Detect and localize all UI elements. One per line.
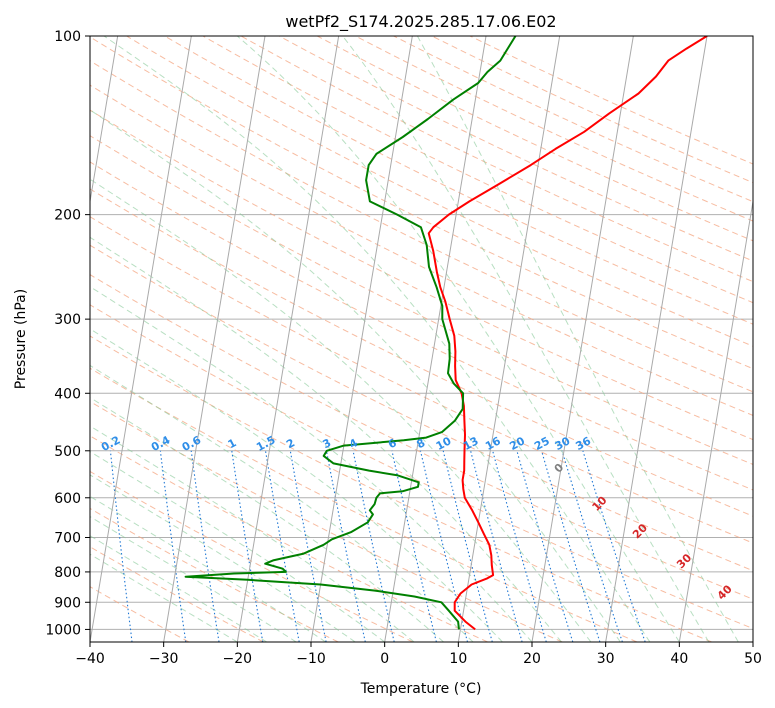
x-axis-label: Temperature (°C) xyxy=(360,681,482,697)
mixing-ratio-line xyxy=(442,450,493,642)
y-tick-label: 300 xyxy=(54,312,81,328)
y-tick-label: 700 xyxy=(54,531,81,547)
x-tick-label: −40 xyxy=(75,651,105,667)
y-axis: 100 200 300 400 500 600 700 800 900 1000 xyxy=(45,29,90,638)
isotherm-line xyxy=(163,36,266,642)
dry-adiabat-line xyxy=(431,36,753,184)
dewpoint-profile-line xyxy=(184,36,517,630)
mixing-ratio-line xyxy=(391,450,437,642)
y-axis-label: Pressure (hPa) xyxy=(13,289,29,389)
mixing-ratio-line xyxy=(470,450,523,642)
mixing-ratio-line xyxy=(516,450,574,642)
dry-adiabat-line xyxy=(90,470,414,642)
mixing-ratio-label: 36 xyxy=(573,434,593,453)
mixing-ratio-lines xyxy=(109,450,646,642)
isotherm-line xyxy=(236,36,340,642)
y-tick-label: 900 xyxy=(54,595,81,611)
mixing-ratio-line xyxy=(231,450,264,642)
mixing-ratio-line xyxy=(264,450,300,642)
mixing-ratio-line xyxy=(325,450,366,642)
y-tick-label: 100 xyxy=(54,29,81,45)
isotherm-gridlines xyxy=(90,36,753,642)
dry-adiabat-line xyxy=(469,36,753,165)
dry-adiabat-line xyxy=(90,135,753,465)
y-tick-label: 400 xyxy=(54,386,81,402)
dry-adiabat-line xyxy=(90,335,712,642)
mixing-ratio-label: 10 xyxy=(434,434,454,453)
x-tick-label: 10 xyxy=(449,651,467,667)
dry-adiabat-line xyxy=(90,36,753,370)
y-tick-label: 500 xyxy=(54,444,81,460)
dry-adiabat-line xyxy=(126,36,753,347)
moist-adiabat-line xyxy=(236,36,680,642)
x-tick-label: 0 xyxy=(380,651,389,667)
x-tick-label: −10 xyxy=(296,651,326,667)
sounding-profiles xyxy=(184,36,708,631)
mixing-ratio-label: 20 xyxy=(507,434,527,453)
temperature-profile-line xyxy=(427,36,708,631)
isotherm-line xyxy=(531,36,634,642)
mixing-ratio-line xyxy=(561,450,623,642)
mixing-ratio-line xyxy=(541,450,601,642)
mixing-ratio-line xyxy=(159,450,187,642)
isotherm-line xyxy=(384,36,487,642)
isotherm-line xyxy=(90,36,119,205)
mixing-ratio-label: 13 xyxy=(461,434,481,453)
moist-adiabat-line xyxy=(90,109,621,642)
y-tick-label: 600 xyxy=(54,491,81,507)
dry-adiabat-line xyxy=(90,216,753,544)
mixing-ratio-label: 30 xyxy=(553,434,573,453)
x-axis: −40 −30 −20 −10 0 10 20 30 40 50 xyxy=(75,642,762,667)
dry-adiabat-line xyxy=(393,36,753,203)
x-tick-label: 50 xyxy=(744,651,762,667)
moist-adiabat-line xyxy=(90,450,385,642)
isotherm-line xyxy=(90,36,192,642)
moist-adiabat-line xyxy=(90,328,503,642)
mixing-ratio-line xyxy=(190,450,220,642)
dry-adiabat-line xyxy=(90,60,753,393)
dry-adiabat-line xyxy=(90,435,488,642)
mixing-ratio-line xyxy=(352,450,395,642)
mixing-ratio-line xyxy=(582,450,646,642)
mixing-ratio-line xyxy=(419,450,469,642)
mixing-ratio-line xyxy=(289,450,327,642)
chart-title: wetPf2_S174.2025.285.17.06.E02 xyxy=(285,12,556,32)
x-tick-label: 30 xyxy=(597,651,615,667)
moist-adiabat-line xyxy=(90,396,444,642)
dry-adiabat-line xyxy=(90,109,753,441)
dry-adiabat-line xyxy=(90,244,753,572)
moist-adiabat-line xyxy=(90,178,592,642)
moist-adiabat-line xyxy=(90,236,562,642)
moist-adiabat-line xyxy=(103,36,651,642)
x-tick-label: 20 xyxy=(523,651,541,667)
isotherm-line xyxy=(678,198,753,642)
plot-frame xyxy=(89,35,754,643)
mixing-ratio-line xyxy=(109,450,133,642)
moist-adiabat-line xyxy=(90,553,238,642)
x-tick-label: 40 xyxy=(670,651,688,667)
isotherm-line xyxy=(457,36,561,642)
moist-adiabat-line xyxy=(90,535,268,642)
isobar-gridlines xyxy=(90,36,753,630)
y-tick-label: 800 xyxy=(54,565,81,581)
y-tick-label: 1000 xyxy=(45,622,81,638)
dry-adiabat-line xyxy=(90,367,638,642)
dry-adiabat-line xyxy=(90,161,753,491)
mixing-ratio-label: 25 xyxy=(532,434,552,453)
x-tick-label: −20 xyxy=(223,651,253,667)
isotherm-line xyxy=(605,36,708,642)
y-tick-label: 200 xyxy=(54,208,81,224)
mixing-ratio-label: 16 xyxy=(483,434,503,453)
moist-adiabat-line xyxy=(90,474,356,642)
x-tick-label: −30 xyxy=(149,651,179,667)
